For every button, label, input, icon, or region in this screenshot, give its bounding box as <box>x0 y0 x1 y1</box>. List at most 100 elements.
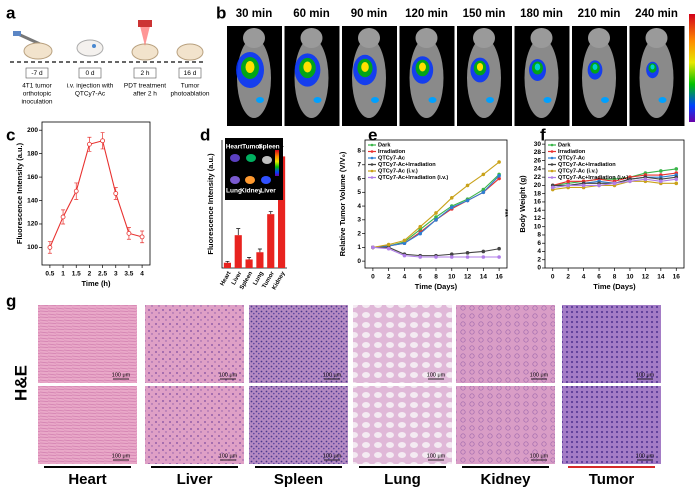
time-box <box>178 67 202 79</box>
signal <box>303 61 312 73</box>
time-label: 30 min <box>236 8 272 20</box>
x-tick-label: 4 <box>403 274 407 281</box>
data-point <box>126 230 132 236</box>
scale-bar-label: 100 μm <box>530 372 549 378</box>
histology-image <box>249 386 348 464</box>
x-tick-label: 10 <box>626 274 634 281</box>
time-box <box>78 67 102 79</box>
axes <box>221 140 287 269</box>
x-tick-label: 0 <box>551 274 555 281</box>
legend-marker <box>370 169 374 173</box>
inset-label: Lung <box>226 188 242 195</box>
x-tick-label: 0 <box>371 274 375 281</box>
legend-marker <box>550 150 554 153</box>
scale-bar-label: 100 μm <box>219 453 238 459</box>
organ-signal <box>261 176 271 184</box>
data-point <box>100 138 105 144</box>
x-tick-label: 12 <box>642 274 650 281</box>
data-point <box>581 183 586 188</box>
y-tick-label: 0 <box>537 265 541 272</box>
inset-label: Kidney <box>240 188 262 195</box>
time-label: 120 min <box>405 8 448 20</box>
mouse-head <box>300 28 323 48</box>
inset-colorbar <box>275 150 279 176</box>
bar <box>223 262 231 268</box>
step-text: PDT treatment <box>124 83 166 90</box>
y-axis-label: Relative Tumor Volume (V/V₀) <box>338 151 347 256</box>
x-tick-label: 10 <box>448 274 456 281</box>
histology-image <box>456 305 555 383</box>
signal <box>313 97 322 103</box>
organ-signal <box>246 154 256 162</box>
legend-entry: QTCy7-Ac+Irradiation <box>558 162 616 168</box>
panel-label: d <box>200 125 210 144</box>
x-axis-label: Time (h) <box>81 279 111 288</box>
time-label: 0 d <box>85 70 94 77</box>
signal <box>534 63 541 71</box>
mouse-head <box>645 28 668 48</box>
mouse-head <box>473 28 495 48</box>
data-point <box>674 167 679 171</box>
y-tick-label: 200 <box>27 127 38 134</box>
data-point <box>674 181 679 186</box>
data-point <box>434 211 438 215</box>
y-tick-label: 3 <box>357 217 361 224</box>
signal <box>428 97 437 103</box>
data-point <box>418 255 423 259</box>
scale-bar-label: 100 μm <box>530 453 549 459</box>
data-point <box>434 218 438 222</box>
data-point <box>497 246 501 251</box>
data-point <box>418 224 423 229</box>
y-tick-label: 2 <box>357 230 361 237</box>
data-point <box>550 185 555 190</box>
signal <box>476 63 484 71</box>
histology-image <box>353 305 452 383</box>
mouse-head <box>415 28 438 48</box>
data-point <box>597 183 601 188</box>
organ-label: Kidney <box>480 471 531 488</box>
data-point <box>465 251 470 255</box>
mouse-head <box>243 28 265 48</box>
data-point <box>139 234 145 240</box>
histology-image <box>562 305 661 383</box>
stain-label: H&E <box>11 365 30 401</box>
organ-label: Tumor <box>589 471 635 488</box>
data-point <box>465 183 470 188</box>
y-axis-label: Body Weight (g) <box>518 175 527 233</box>
x-tick-label: 0.5 <box>45 271 54 278</box>
organ-signal <box>262 156 272 164</box>
time-box <box>25 67 49 79</box>
organ-signal <box>230 154 240 162</box>
x-tick-label: 3 <box>114 271 118 278</box>
signal <box>658 97 667 103</box>
data-point <box>449 255 454 259</box>
histology-image <box>353 386 452 464</box>
y-tick-label: 6 <box>537 240 541 247</box>
step-text: 4T1 tumor <box>22 83 52 90</box>
data-point <box>481 190 486 195</box>
legend-entry: QTCy7-Ac+Irradiation <box>378 162 436 168</box>
error-bar <box>247 257 252 260</box>
legend-entry: QTCy7-Ac+Irradiation (i.v.) <box>558 175 628 181</box>
y-tick-label: 30 <box>534 141 542 148</box>
data-point <box>497 173 501 178</box>
x-tick-label: 6 <box>418 274 422 281</box>
legend-entry: QTCy7-Ac <box>378 155 405 161</box>
legend-entry: QTCy7-Ac+Irradiation (i.v.) <box>378 175 448 181</box>
bar <box>267 214 275 268</box>
scale-bar-label: 100 μm <box>323 453 342 459</box>
inset-image <box>225 138 283 200</box>
signal <box>592 64 598 70</box>
colorbar <box>689 14 695 122</box>
y-tick-label: 160 <box>27 174 38 181</box>
y-tick-label: 14 <box>534 207 542 214</box>
signal <box>543 97 552 103</box>
data-point <box>659 179 663 184</box>
organ-label: Liver <box>177 471 213 488</box>
data-point <box>402 238 407 243</box>
inset-label: Heart <box>226 144 243 151</box>
step-text: after 2 h <box>133 91 157 98</box>
x-tick-label: 4 <box>140 271 144 278</box>
x-tick-label: 14 <box>480 274 488 281</box>
legend-marker <box>370 156 374 160</box>
